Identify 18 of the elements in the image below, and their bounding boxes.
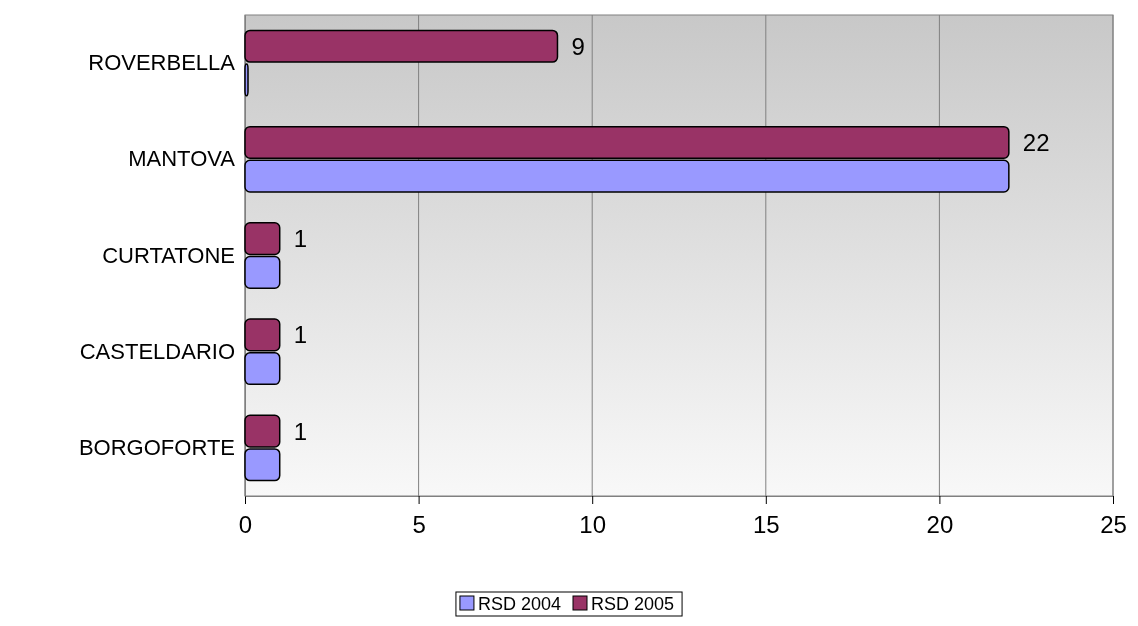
x-tick-label: 25 bbox=[1100, 511, 1127, 539]
y-tick-label: CASTELDARIO bbox=[79, 338, 235, 364]
data-label: 22 bbox=[1022, 128, 1050, 156]
y-tick-label: ROVERBELLA bbox=[88, 50, 236, 76]
data-label: 1 bbox=[293, 321, 308, 349]
x-tick-label: 10 bbox=[579, 511, 607, 539]
data-label: 1 bbox=[293, 417, 308, 445]
y-tick-label: MANTOVA bbox=[128, 146, 236, 172]
y-tick-label: CURTATONE bbox=[102, 242, 235, 268]
legend-label: RSD 2005 bbox=[591, 594, 675, 614]
x-tick-label: 15 bbox=[752, 511, 780, 539]
x-tick-label: 0 bbox=[238, 511, 253, 539]
x-tick-label: 5 bbox=[412, 511, 426, 539]
x-tick-label: 20 bbox=[926, 511, 954, 539]
data-label: 9 bbox=[571, 32, 585, 60]
legend-label: RSD 2004 bbox=[477, 594, 561, 614]
data-label: 1 bbox=[293, 225, 308, 253]
y-tick-label: BORGOFORTE bbox=[78, 434, 235, 460]
